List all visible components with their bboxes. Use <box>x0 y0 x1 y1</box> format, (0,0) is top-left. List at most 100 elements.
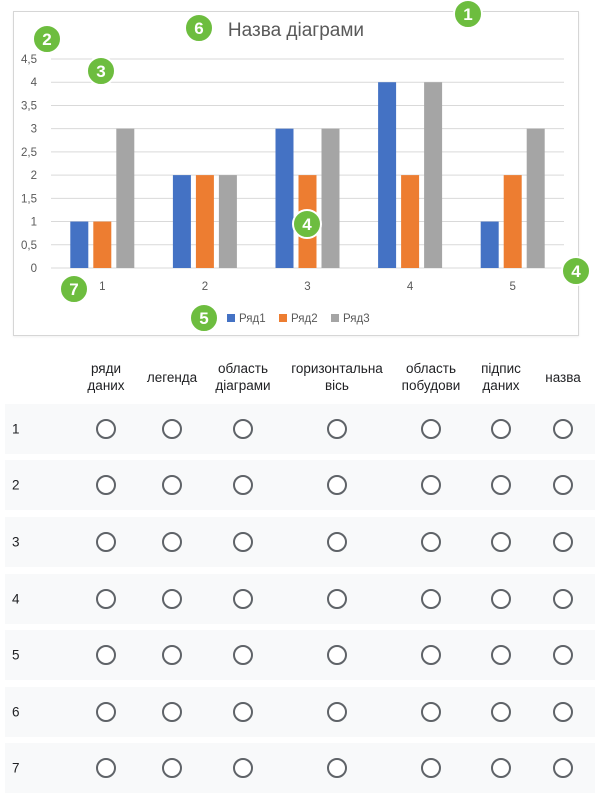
radio-button[interactable] <box>421 419 441 439</box>
radio-button[interactable] <box>491 758 511 778</box>
radio-button[interactable] <box>327 419 347 439</box>
x-tick-label: 1 <box>99 281 105 293</box>
radio-button[interactable] <box>96 589 116 609</box>
radio-button[interactable] <box>421 758 441 778</box>
column-header: область побудови <box>401 361 461 393</box>
radio-button[interactable] <box>327 475 347 495</box>
radio-button[interactable] <box>162 758 182 778</box>
radio-button[interactable] <box>491 419 511 439</box>
radio-button[interactable] <box>421 475 441 495</box>
radio-button[interactable] <box>162 532 182 552</box>
legend-swatch <box>331 314 339 322</box>
x-tick-label: 3 <box>304 281 310 293</box>
bar-Ряд1-4 <box>378 82 397 268</box>
radio-button[interactable] <box>162 702 182 722</box>
radio-button[interactable] <box>233 475 253 495</box>
radio-button[interactable] <box>327 645 347 665</box>
bar-Ряд2-5 <box>503 175 522 268</box>
x-tick-label: 4 <box>407 281 414 293</box>
radio-button[interactable] <box>96 419 116 439</box>
bar-Ряд2-1 <box>93 221 112 268</box>
column-header: горизонтальна вісь <box>291 361 383 393</box>
y-tick-label: 0,5 <box>21 240 37 252</box>
legend-swatch <box>227 314 235 322</box>
radio-button[interactable] <box>233 419 253 439</box>
legend-label: Ряд3 <box>343 313 370 325</box>
radio-button[interactable] <box>96 475 116 495</box>
radio-button[interactable] <box>553 645 573 665</box>
radio-button[interactable] <box>96 702 116 722</box>
radio-button[interactable] <box>491 532 511 552</box>
x-tick-label: 2 <box>202 281 208 293</box>
radio-button[interactable] <box>233 589 253 609</box>
chart-title: Назва діаграми <box>228 20 364 41</box>
y-tick-label: 0 <box>31 263 37 275</box>
y-tick-label: 3 <box>31 124 37 136</box>
bar-Ряд3-4 <box>424 82 443 268</box>
column-header: підпис даних <box>481 361 521 393</box>
bar-Ряд2-4 <box>401 175 420 268</box>
radio-button[interactable] <box>421 702 441 722</box>
legend: Ряд1 Ряд2 Ряд3 <box>227 313 370 325</box>
y-axis-ticks: 0 0,5 1 1,5 2 2,5 3 3,5 4 4,5 <box>21 54 38 275</box>
y-tick-label: 2 <box>31 170 37 182</box>
radio-button[interactable] <box>491 702 511 722</box>
radio-button[interactable] <box>553 702 573 722</box>
radio-button[interactable] <box>491 645 511 665</box>
radio-button[interactable] <box>553 532 573 552</box>
bar-chart: Назва діаграми 0 0,5 1 1,5 2 2,5 3 3,5 4 4,5 1 2 3 4… <box>21 20 564 325</box>
radio-button[interactable] <box>233 758 253 778</box>
radio-button[interactable] <box>327 589 347 609</box>
column-header: область діаграми <box>215 361 271 393</box>
column-header: легенда <box>146 370 198 385</box>
radio-button[interactable] <box>327 758 347 778</box>
radio-button[interactable] <box>553 419 573 439</box>
legend-swatch <box>279 314 287 322</box>
radio-button[interactable] <box>491 475 511 495</box>
bar-Ряд2-3 <box>298 175 317 268</box>
bar-Ряд1-1 <box>70 221 89 268</box>
legend-label: Ряд1 <box>239 313 266 325</box>
y-tick-label: 4,5 <box>21 54 37 66</box>
radio-button[interactable] <box>96 758 116 778</box>
radio-button[interactable] <box>553 589 573 609</box>
chart-card: Назва діаграми 0 0,5 1 1,5 2 2,5 3 3,5 4 4,5 1 2 3 4… <box>13 11 579 336</box>
radio-button[interactable] <box>162 589 182 609</box>
radio-button[interactable] <box>96 645 116 665</box>
radio-button[interactable] <box>553 475 573 495</box>
bars <box>70 82 545 268</box>
bar-Ряд3-3 <box>321 128 340 268</box>
bar-Ряд1-2 <box>172 175 191 268</box>
radio-button[interactable] <box>491 589 511 609</box>
y-tick-label: 3,5 <box>21 100 37 112</box>
column-header: назва <box>545 370 581 385</box>
radio-button[interactable] <box>421 532 441 552</box>
radio-button[interactable] <box>162 475 182 495</box>
radio-button[interactable] <box>162 419 182 439</box>
bar-Ряд1-3 <box>275 128 294 268</box>
y-tick-label: 2,5 <box>21 147 37 159</box>
bar-Ряд2-2 <box>195 175 214 268</box>
bar-Ряд1-5 <box>480 221 499 268</box>
radio-button[interactable] <box>327 532 347 552</box>
radio-button[interactable] <box>327 702 347 722</box>
radio-button[interactable] <box>553 758 573 778</box>
bar-Ряд3-1 <box>116 128 135 268</box>
radio-button[interactable] <box>233 645 253 665</box>
radio-button[interactable] <box>233 532 253 552</box>
radio-button[interactable] <box>162 645 182 665</box>
x-tick-label: 5 <box>509 281 515 293</box>
x-axis-ticks: 1 2 3 4 5 <box>99 281 516 293</box>
bar-Ряд3-2 <box>218 175 237 268</box>
column-header: ряди даних <box>87 361 125 393</box>
legend-label: Ряд2 <box>291 313 318 325</box>
radio-button[interactable] <box>233 702 253 722</box>
y-tick-label: 1,5 <box>21 193 37 205</box>
radio-button[interactable] <box>421 589 441 609</box>
radio-button[interactable] <box>96 532 116 552</box>
bar-Ряд3-5 <box>526 128 545 268</box>
radio-button[interactable] <box>421 645 441 665</box>
y-tick-label: 1 <box>31 217 37 229</box>
y-tick-label: 4 <box>31 77 38 89</box>
